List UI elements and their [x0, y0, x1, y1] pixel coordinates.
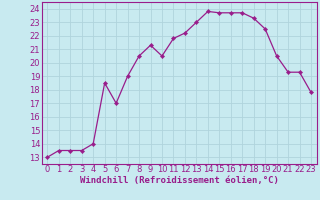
X-axis label: Windchill (Refroidissement éolien,°C): Windchill (Refroidissement éolien,°C)	[80, 176, 279, 185]
